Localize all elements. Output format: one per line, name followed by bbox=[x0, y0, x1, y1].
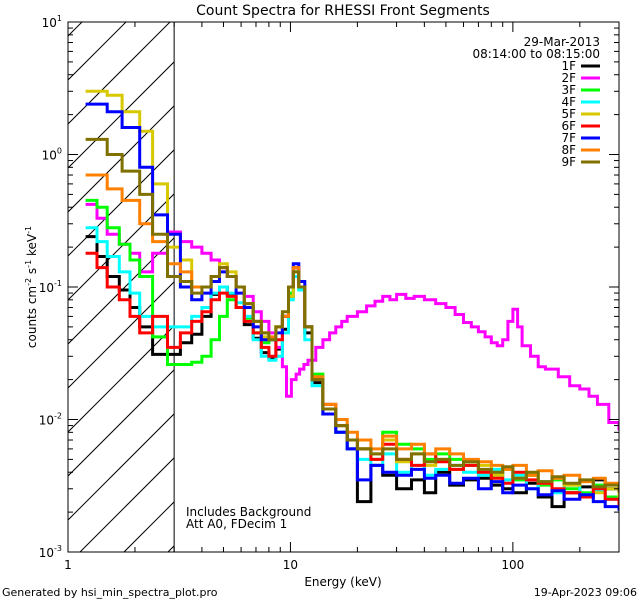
series-layer bbox=[85, 89, 619, 511]
hatch-line bbox=[79, 457, 175, 552]
date-label: 29-Mar-2013 bbox=[524, 35, 600, 49]
hatch-line bbox=[68, 105, 175, 213]
hatch-line bbox=[68, 22, 127, 81]
series-line-9f bbox=[85, 137, 619, 493]
x-axis bbox=[67, 22, 620, 552]
annotation-background: Includes Background bbox=[186, 505, 311, 519]
y-axis-label: counts cm-2 s-1 keV-1 bbox=[24, 226, 39, 348]
hatch-line bbox=[68, 413, 175, 521]
x-axis-label: Energy (keV) bbox=[304, 575, 381, 589]
y-tick-label: 101 bbox=[42, 14, 62, 30]
chart-title: Count Spectra for RHESSI Front Segments bbox=[196, 3, 490, 19]
annotation-attenuator: Att A0, FDecim 1 bbox=[186, 517, 287, 531]
hatch-line bbox=[68, 22, 171, 125]
legend-label: 6F bbox=[561, 119, 576, 133]
y-tick-label: 10-1 bbox=[39, 279, 62, 295]
legend-label: 5F bbox=[561, 107, 576, 121]
y-tick-label: 100 bbox=[42, 147, 62, 163]
hatch-line bbox=[68, 193, 175, 301]
legend-label: 7F bbox=[561, 131, 576, 145]
legend-label: 2F bbox=[561, 71, 576, 85]
y-tick-label: 10-3 bbox=[39, 544, 62, 560]
footer-timestamp: 19-Apr-2023 09:06 bbox=[534, 586, 637, 599]
x-tick-labels: 1 10 100 bbox=[64, 558, 524, 572]
legend-label: 8F bbox=[561, 143, 576, 157]
y-tick-labels: 101 100 10-1 10-2 10-3 bbox=[39, 14, 62, 560]
legend-label: 9F bbox=[561, 155, 576, 169]
y-axis bbox=[68, 27, 619, 553]
series-line-5f bbox=[85, 89, 619, 501]
hatch-line bbox=[68, 149, 175, 257]
hatch-region bbox=[68, 22, 175, 552]
x-tick-label: 100 bbox=[501, 558, 524, 572]
series-line-7f bbox=[85, 102, 619, 511]
series-line-4f bbox=[85, 226, 619, 504]
x-tick-label: 10 bbox=[283, 558, 298, 572]
hatch-line bbox=[68, 281, 175, 389]
time-range-label: 08:14:00 to 08:15:00 bbox=[473, 47, 600, 61]
x-tick-label: 1 bbox=[64, 558, 72, 572]
footer-generated-by: Generated by hsi_min_spectra_plot.pro bbox=[2, 586, 218, 599]
series-line-2f bbox=[85, 202, 619, 431]
legend-label: 1F bbox=[561, 59, 576, 73]
legend-label: 4F bbox=[561, 95, 576, 109]
hatch-line bbox=[68, 325, 175, 433]
legend-label: 3F bbox=[561, 83, 576, 97]
y-tick-label: 10-2 bbox=[39, 412, 62, 428]
hatch-line bbox=[68, 369, 175, 477]
